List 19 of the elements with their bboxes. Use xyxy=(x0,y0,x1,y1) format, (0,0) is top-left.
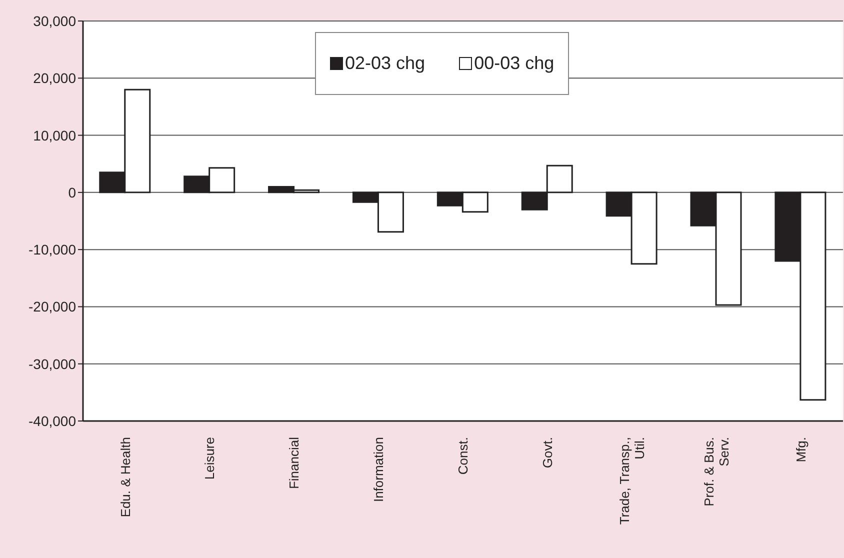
x-tick-label: Information xyxy=(371,437,386,502)
x-tick-label: Prof. & Bus. Serv. xyxy=(701,437,732,506)
y-tick-label: 30,000 xyxy=(33,12,76,29)
y-tick-label: -20,000 xyxy=(28,298,76,315)
y-tick-label: -40,000 xyxy=(28,412,76,429)
x-tick-label: Const. xyxy=(456,437,471,475)
x-tick-label: Govt. xyxy=(540,437,555,468)
x-tick-label: Financial xyxy=(286,436,302,490)
legend-label: 02-03 chg xyxy=(344,53,426,74)
y-tick-label: -30,000 xyxy=(28,356,76,372)
y-tick-label: -10,000 xyxy=(28,242,76,258)
x-tick-label: Mfg. xyxy=(793,437,808,462)
x-tick-label: Trade, Transp., Util. xyxy=(616,437,647,525)
y-tick-label: 0 xyxy=(68,184,76,200)
legend-label: 00-03 chg xyxy=(473,53,554,74)
y-tick-label: 10,000 xyxy=(33,127,76,144)
x-tick-label: Edu. & Health xyxy=(118,437,133,518)
x-tick-label: Leisure xyxy=(202,437,218,480)
y-tick-label: 20,000 xyxy=(33,70,76,86)
